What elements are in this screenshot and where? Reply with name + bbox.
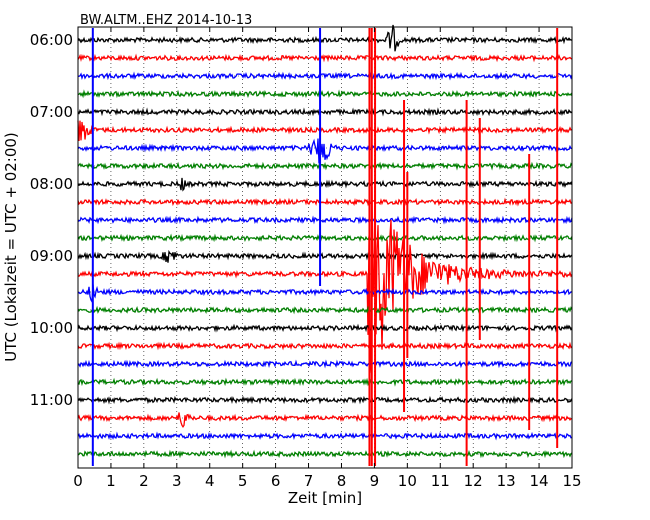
- x-tick-label: 2: [139, 472, 149, 490]
- trace-21: [77, 412, 573, 428]
- trace-19: [77, 377, 573, 387]
- x-tick-label: 5: [238, 472, 248, 490]
- x-tick-label: 15: [562, 472, 581, 490]
- trace-6: [77, 138, 573, 164]
- trace-8: [77, 177, 573, 192]
- x-tick-label: 13: [497, 472, 516, 490]
- x-tick-label: 11: [431, 472, 450, 490]
- trace-23: [77, 449, 573, 459]
- x-tick-label: 1: [106, 472, 116, 490]
- y-axis-label: UTC (Lokalzeit = UTC + 02:00): [2, 132, 20, 362]
- trace-20: [77, 395, 573, 405]
- x-tick-label: 14: [530, 472, 549, 490]
- axes: 0 1 2 3 4 5 6 7 8 9 10 11 12 13 14 1506:0007:0008:0009:…: [30, 26, 582, 490]
- trace-9: [77, 197, 573, 207]
- x-tick-label: 6: [271, 472, 281, 490]
- seismic-traces: [77, 24, 573, 459]
- trace-1: [77, 53, 573, 63]
- y-tick-label: 08:00: [30, 175, 73, 193]
- x-tick-label: 9: [370, 472, 380, 490]
- y-tick-label: 06:00: [30, 31, 73, 49]
- trace-15: [77, 305, 573, 315]
- trace-12: [77, 249, 573, 263]
- x-axis-label: Zeit [min]: [288, 489, 362, 507]
- trace-3: [77, 89, 573, 99]
- y-tick-label: 11:00: [30, 391, 73, 409]
- x-tick-label: 4: [205, 472, 215, 490]
- trace-18: [77, 359, 573, 369]
- trace-17: [77, 341, 573, 351]
- x-tick-label: 12: [464, 472, 483, 490]
- trace-7: [77, 161, 573, 171]
- trace-13: [77, 177, 573, 374]
- trace-5: [77, 120, 573, 142]
- trace-4: [77, 107, 573, 117]
- plot-frame: [77, 26, 573, 469]
- y-tick-label: 09:00: [30, 247, 73, 265]
- trace-14: [77, 284, 573, 304]
- trace-10: [77, 215, 573, 225]
- trace-11: [77, 233, 573, 243]
- trace-0: [77, 24, 573, 52]
- x-tick-label: 10: [398, 472, 417, 490]
- x-tick-label: 3: [172, 472, 182, 490]
- x-tick-label: 7: [304, 472, 314, 490]
- x-tick-label: 8: [337, 472, 347, 490]
- y-tick-label: 10:00: [30, 319, 73, 337]
- x-tick-label: 0: [73, 472, 83, 490]
- trace-16: [77, 323, 573, 333]
- chart-title: BW.ALTM..EHZ 2014-10-13: [80, 13, 252, 28]
- trace-2: [77, 71, 573, 81]
- y-tick-label: 07:00: [30, 103, 73, 121]
- seismic-spikes: [91, 28, 559, 466]
- trace-22: [77, 431, 573, 441]
